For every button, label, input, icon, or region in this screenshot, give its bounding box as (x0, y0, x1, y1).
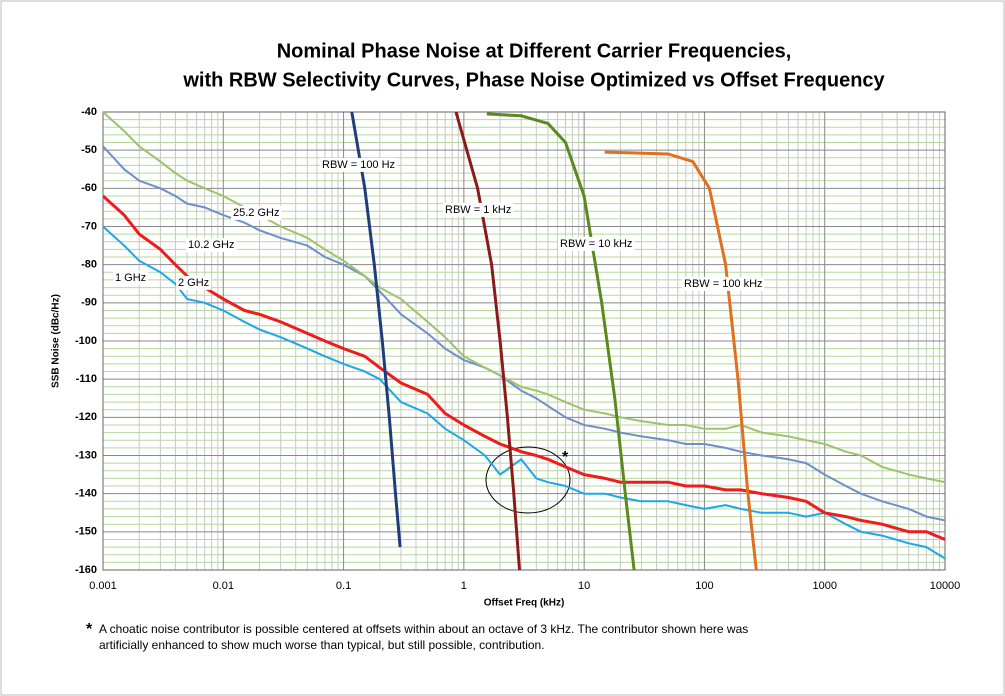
series-label: RBW = 100 kHz (684, 278, 763, 290)
series-label: 25.2 GHz (233, 207, 279, 219)
series-line (454, 112, 521, 570)
highlight-ellipse (485, 446, 571, 514)
y-tick-label: -110 (76, 373, 97, 385)
x-tick-label: 1 (461, 580, 467, 592)
y-tick-label: -160 (75, 564, 97, 576)
y-tick-label: -150 (75, 526, 97, 538)
footnote: artificially enhanced to show much worse… (99, 638, 545, 652)
series-label-bg (176, 275, 212, 290)
series-line (103, 194, 945, 541)
y-tick-label: -100 (75, 335, 97, 347)
x-tick-label: 10 (578, 580, 590, 592)
x-tick-label: 0.001 (89, 580, 117, 592)
series-label-bg (320, 157, 398, 172)
y-tick-label: -60 (81, 182, 97, 194)
y-tick-label: -70 (81, 220, 97, 232)
series-label-bg (443, 202, 514, 217)
chart-title: with RBW Selectivity Curves, Phase Noise… (182, 69, 885, 91)
series-line (486, 112, 636, 570)
y-tick-label: -80 (81, 259, 97, 271)
annotation: * (562, 449, 569, 466)
series-label-bg (113, 270, 149, 285)
series-label: 1 GHz (115, 272, 146, 284)
series-label: RBW = 100 Hz (322, 159, 395, 171)
series-label-bg (682, 276, 765, 291)
series-label-bg (186, 237, 237, 252)
series-label: 2 GHz (178, 277, 209, 289)
series-line (350, 112, 402, 548)
series-line (604, 150, 758, 570)
y-tick-label: -120 (75, 411, 97, 423)
y-tick-label: -90 (81, 297, 97, 309)
x-tick-label: 100 (695, 580, 713, 592)
x-tick-label: 0.1 (336, 580, 351, 592)
series-line (103, 112, 945, 484)
y-tick-label: -140 (75, 488, 97, 500)
y-tick-label: -50 (81, 144, 97, 156)
y-tick-label: -130 (75, 449, 97, 461)
series-label: 10.2 GHz (188, 239, 234, 251)
y-axis-label: SSB Noise (dBc/Hz) (51, 294, 62, 388)
plot-border (102, 111, 946, 571)
footnote-marker: * (86, 621, 93, 638)
x-tick-label: 10000 (930, 580, 961, 592)
x-axis-label: Offset Freq (kHz) (484, 598, 565, 609)
series-label: RBW = 10 kHz (560, 238, 632, 250)
series-label: RBW = 1 kHz (445, 204, 511, 216)
series-label-bg (231, 205, 282, 220)
x-tick-label: 0.01 (213, 580, 234, 592)
x-tick-label: 1000 (812, 580, 836, 592)
series-line (103, 225, 945, 560)
footnote: A choatic noise contributor is possible … (99, 622, 748, 636)
series-line (103, 145, 945, 522)
y-tick-label: -40 (81, 106, 97, 118)
series-label-bg (558, 236, 635, 251)
chart-title: Nominal Phase Noise at Different Carrier… (277, 40, 792, 62)
